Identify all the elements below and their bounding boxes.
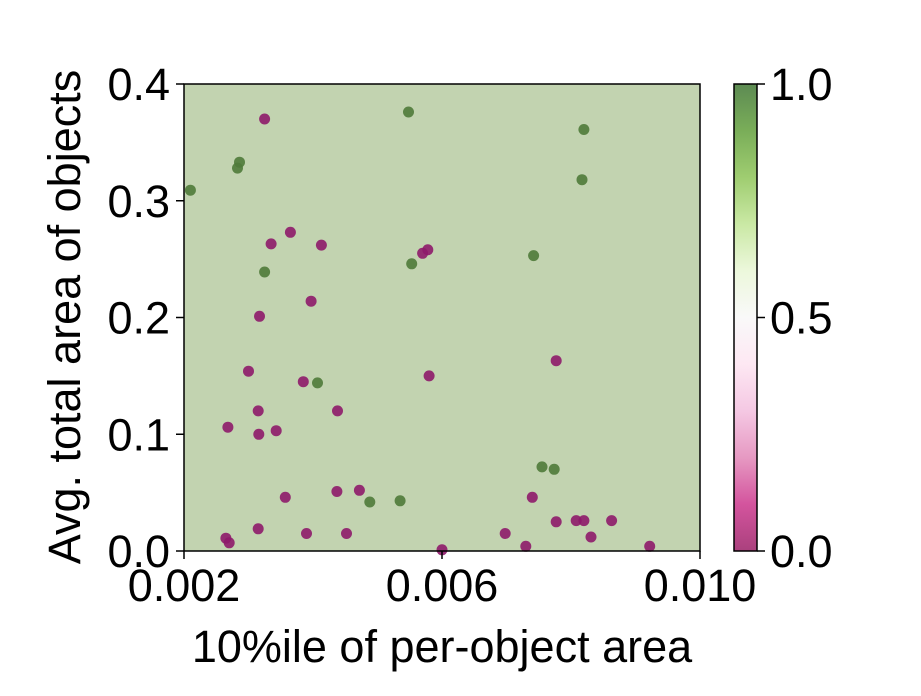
data-point-class-1 xyxy=(406,258,418,270)
data-point-class-1 xyxy=(528,250,540,262)
data-point-class-0 xyxy=(422,244,434,256)
data-point-class-0 xyxy=(252,523,264,535)
data-point-class-0 xyxy=(301,528,312,539)
data-point-class-0 xyxy=(305,295,317,307)
y-tick-label: 0.1 xyxy=(107,409,170,460)
data-point-class-0 xyxy=(315,239,327,251)
colorbar-gradient xyxy=(734,84,757,551)
y-axis-label: Avg. total area of objects xyxy=(39,70,90,564)
data-point-class-0 xyxy=(550,355,562,367)
data-point-class-0 xyxy=(550,516,562,528)
data-point-class-0 xyxy=(570,515,582,527)
y-tick-label: 0.2 xyxy=(107,293,170,344)
x-axis: 0.002 0.006 0.010 xyxy=(128,551,757,611)
x-tick-label: 0.002 xyxy=(128,560,241,611)
data-point-class-1 xyxy=(184,184,196,196)
x-axis-label: 10%ile of per-object area xyxy=(192,621,693,672)
data-point-class-0 xyxy=(353,484,365,496)
x-tick-label: 0.006 xyxy=(386,560,499,611)
data-point-class-0 xyxy=(297,376,309,388)
data-point-class-1 xyxy=(548,463,560,475)
data-point-class-0 xyxy=(223,537,235,549)
data-point-class-0 xyxy=(332,405,343,417)
colorbar-ticks: 0.0 0.5 1.0 xyxy=(757,59,833,577)
colorbar-tick-label: 0.0 xyxy=(770,526,833,577)
data-point-class-0 xyxy=(265,238,277,250)
colorbar-tick-label: 1.0 xyxy=(770,59,833,110)
colorbar-tick-label: 0.5 xyxy=(770,293,833,344)
y-tick-label: 0.4 xyxy=(107,59,170,110)
data-point-class-1 xyxy=(312,377,323,389)
x-tick-label: 0.010 xyxy=(644,560,757,611)
data-point-class-0 xyxy=(270,425,282,437)
y-tick-label: 0.0 xyxy=(107,526,170,577)
data-point-class-1 xyxy=(578,124,590,135)
plot-area xyxy=(183,83,701,556)
data-point-class-0 xyxy=(520,540,532,552)
data-point-class-0 xyxy=(585,531,597,543)
data-point-class-0 xyxy=(252,405,264,417)
data-point-class-0 xyxy=(499,528,511,539)
data-point-class-0 xyxy=(606,515,618,527)
data-point-class-0 xyxy=(526,491,538,503)
y-tick-label: 0.3 xyxy=(107,176,170,227)
data-point-class-1 xyxy=(259,266,271,278)
data-point-class-0 xyxy=(644,540,656,552)
data-point-class-1 xyxy=(394,495,406,507)
data-point-class-0 xyxy=(436,544,448,556)
y-axis: 0.0 0.1 0.2 0.3 0.4 xyxy=(107,59,184,577)
data-point-class-0 xyxy=(253,428,265,440)
data-point-class-0 xyxy=(331,486,343,497)
data-point-class-0 xyxy=(341,528,352,539)
points-layer xyxy=(184,106,656,556)
data-point-class-1 xyxy=(576,174,588,186)
data-point-class-1 xyxy=(364,496,376,508)
data-point-class-0 xyxy=(259,113,271,125)
contour-band-8 xyxy=(184,84,700,551)
data-point-class-0 xyxy=(423,370,435,382)
data-point-class-1 xyxy=(403,106,414,118)
contour-layer xyxy=(184,84,700,551)
data-point-class-1 xyxy=(232,162,243,174)
data-point-class-0 xyxy=(243,365,254,377)
data-point-class-0 xyxy=(578,515,590,527)
data-point-class-0 xyxy=(279,491,291,503)
data-point-class-1 xyxy=(536,461,548,473)
colorbar: 0.0 0.5 1.0 xyxy=(733,59,833,577)
data-point-class-0 xyxy=(284,226,296,238)
data-point-class-0 xyxy=(222,421,234,433)
data-point-class-0 xyxy=(254,310,265,322)
